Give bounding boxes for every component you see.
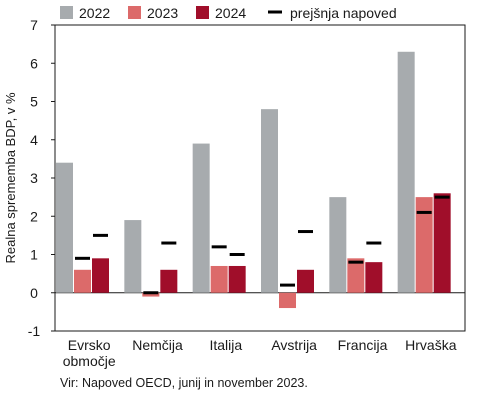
x-tick-label: Hrvaška — [405, 337, 457, 353]
bar-2023 — [279, 292, 296, 309]
bar-2024 — [297, 269, 314, 293]
bar-2024 — [365, 262, 383, 293]
bar-2024 — [433, 193, 451, 293]
x-tick-label: Avstrija — [271, 337, 317, 353]
y-tick-label: 1 — [30, 247, 38, 263]
bar-2022 — [192, 143, 210, 293]
legend-swatch-2023 — [128, 6, 141, 19]
bar-2022 — [261, 109, 278, 293]
y-tick-label: 3 — [30, 170, 38, 186]
legend-swatch-2022 — [60, 6, 73, 19]
y-tick-label: -1 — [28, 323, 41, 339]
bar-2022 — [56, 162, 73, 293]
y-tick-label: 2 — [30, 208, 38, 224]
bar-2023 — [142, 292, 160, 297]
bar-2024 — [228, 265, 246, 293]
legend-label-2024: 2024 — [215, 5, 246, 21]
y-tick-label: 5 — [30, 94, 38, 110]
bar-2022 — [397, 51, 415, 293]
y-tick-label: 4 — [30, 132, 38, 148]
source-note: Vir: Napoved OECD, junij in november 202… — [60, 376, 308, 390]
bar-2023 — [74, 269, 91, 293]
x-tick-label: Italija — [209, 337, 242, 353]
x-tick-label: Nemčija — [132, 337, 183, 353]
y-axis-label: Realna sprememba BDP, v % — [3, 92, 18, 263]
y-tick-label: 0 — [30, 285, 38, 301]
legend-label-2022: 2022 — [79, 5, 110, 21]
bar-2023 — [347, 258, 365, 293]
bar-2022 — [124, 220, 142, 293]
legend-label-2023: 2023 — [147, 5, 178, 21]
y-tick-label: 7 — [30, 17, 38, 33]
bar-2023 — [415, 197, 433, 293]
legend-label-previous-forecast: prejšnja napoved — [290, 5, 397, 21]
x-tick-label: Francija — [338, 337, 388, 353]
x-tick-label: območje — [63, 353, 116, 369]
y-tick-label: 6 — [30, 55, 38, 71]
legend-swatch-2024 — [196, 6, 209, 19]
bar-2022 — [329, 197, 347, 293]
x-tick-label: Evrsko — [68, 337, 111, 353]
bar-2023 — [210, 265, 228, 293]
bar-2024 — [92, 258, 109, 293]
bar-2024 — [160, 269, 178, 293]
